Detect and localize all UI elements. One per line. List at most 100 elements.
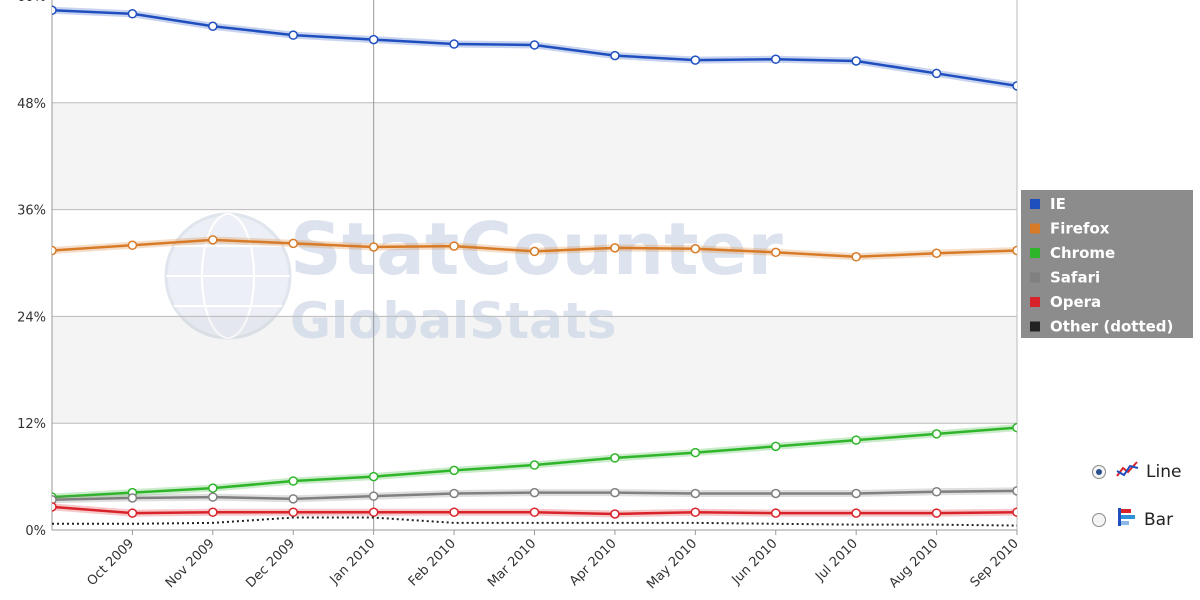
data-point[interactable] — [851, 488, 861, 499]
data-point[interactable] — [1012, 245, 1021, 256]
x-tick-label: Aug 2010 — [887, 536, 942, 591]
data-point[interactable] — [288, 494, 298, 504]
data-point[interactable] — [931, 486, 942, 497]
plot-band — [52, 102, 1017, 210]
x-tick-label: Feb 2010 — [406, 536, 459, 589]
data-point[interactable] — [127, 9, 138, 19]
line-toggle[interactable]: Line — [1092, 459, 1181, 484]
data-point[interactable] — [1012, 422, 1021, 433]
data-point[interactable] — [288, 238, 298, 249]
data-point[interactable] — [288, 476, 298, 486]
data-point[interactable] — [449, 488, 459, 499]
data-point[interactable] — [208, 492, 218, 502]
y-tick-label: 36% — [17, 204, 46, 219]
globe-icon — [164, 212, 292, 340]
data-point[interactable] — [610, 453, 620, 463]
x-tick-label: Mar 2010 — [485, 536, 539, 590]
legend-swatch — [1030, 321, 1040, 332]
data-point[interactable] — [771, 54, 781, 64]
series-ie — [48, 5, 1021, 91]
data-point[interactable] — [449, 241, 459, 251]
y-tick-label: 12% — [17, 417, 46, 432]
data-point[interactable] — [449, 39, 459, 49]
data-point[interactable] — [690, 55, 701, 65]
data-point[interactable] — [1012, 486, 1021, 496]
data-point[interactable] — [610, 243, 620, 253]
data-point[interactable] — [127, 240, 138, 250]
data-point[interactable] — [610, 487, 620, 498]
data-point[interactable] — [851, 435, 861, 445]
data-point[interactable] — [851, 508, 861, 518]
data-point[interactable] — [368, 242, 379, 252]
data-point[interactable] — [771, 508, 781, 518]
data-point[interactable] — [771, 441, 781, 452]
series-safari — [48, 486, 1021, 505]
data-point[interactable] — [771, 488, 781, 499]
line-chart-icon — [1116, 459, 1140, 484]
x-tick-label: Jul 2010 — [812, 536, 861, 585]
data-point[interactable] — [690, 488, 701, 499]
line-toggle-label: Line — [1146, 461, 1182, 482]
legend-item-label[interactable]: Opera — [1050, 293, 1101, 311]
data-point[interactable] — [48, 502, 57, 512]
data-point[interactable] — [368, 507, 379, 517]
bar-toggle[interactable]: Bar — [1092, 506, 1173, 533]
y-tick-label: 60% — [17, 0, 46, 5]
x-tick-label: May 2010 — [644, 536, 700, 592]
data-point[interactable] — [208, 21, 218, 32]
data-point[interactable] — [931, 429, 942, 439]
watermark-subtitle: GlobalStats — [290, 292, 617, 350]
data-point[interactable] — [368, 34, 379, 45]
data-point[interactable] — [690, 244, 701, 254]
data-point[interactable] — [610, 50, 620, 61]
legend-item-label[interactable]: Chrome — [1050, 244, 1115, 262]
data-point[interactable] — [851, 252, 861, 262]
data-point[interactable] — [931, 248, 942, 258]
data-point[interactable] — [931, 508, 942, 518]
data-point[interactable] — [208, 235, 218, 245]
data-point[interactable] — [48, 494, 57, 505]
x-tick-label: Oct 2009 — [84, 536, 137, 589]
data-point[interactable] — [368, 491, 379, 501]
legend-item-label[interactable]: Other (dotted) — [1050, 318, 1173, 336]
data-point[interactable] — [529, 246, 540, 257]
x-tick-label: Apr 2010 — [567, 536, 620, 589]
data-point[interactable] — [610, 509, 620, 519]
legend-item-label[interactable]: Safari — [1050, 269, 1100, 287]
data-point[interactable] — [690, 447, 701, 458]
series-other — [52, 516, 1017, 527]
data-point[interactable] — [449, 465, 459, 476]
bar-radio[interactable] — [1092, 512, 1106, 527]
x-tick-label: Jun 2010 — [729, 536, 781, 588]
legend-box — [1021, 190, 1193, 338]
legend-item-label[interactable]: IE — [1050, 195, 1066, 213]
legend[interactable]: IE Firefox Chrome Safari Opera Other (dotted) — [1021, 190, 1193, 338]
data-point[interactable] — [529, 460, 540, 470]
data-point[interactable] — [1012, 507, 1021, 517]
data-point[interactable] — [690, 507, 701, 517]
y-tick-label: 24% — [17, 310, 46, 325]
data-point[interactable] — [771, 247, 781, 258]
x-tick-label: Dec 2009 — [243, 536, 298, 591]
data-point[interactable] — [208, 507, 218, 517]
data-point[interactable] — [127, 493, 138, 503]
data-point[interactable] — [208, 483, 218, 493]
data-point[interactable] — [127, 508, 138, 518]
series-firefox — [48, 235, 1021, 262]
legend-item-label[interactable]: Firefox — [1050, 220, 1110, 238]
data-point[interactable] — [529, 507, 540, 517]
data-point[interactable] — [449, 507, 459, 517]
plot-band — [52, 316, 1017, 424]
bar-chart-icon — [1116, 506, 1138, 533]
data-point[interactable] — [288, 30, 298, 40]
data-point[interactable] — [48, 5, 57, 15]
data-point[interactable] — [288, 507, 298, 517]
data-point[interactable] — [529, 40, 540, 50]
data-point[interactable] — [368, 471, 379, 482]
data-point[interactable] — [851, 56, 861, 66]
data-point[interactable] — [1012, 81, 1021, 91]
data-point[interactable] — [931, 68, 942, 79]
data-point[interactable] — [48, 245, 57, 256]
data-point[interactable] — [529, 487, 540, 498]
line-radio[interactable] — [1092, 464, 1106, 479]
